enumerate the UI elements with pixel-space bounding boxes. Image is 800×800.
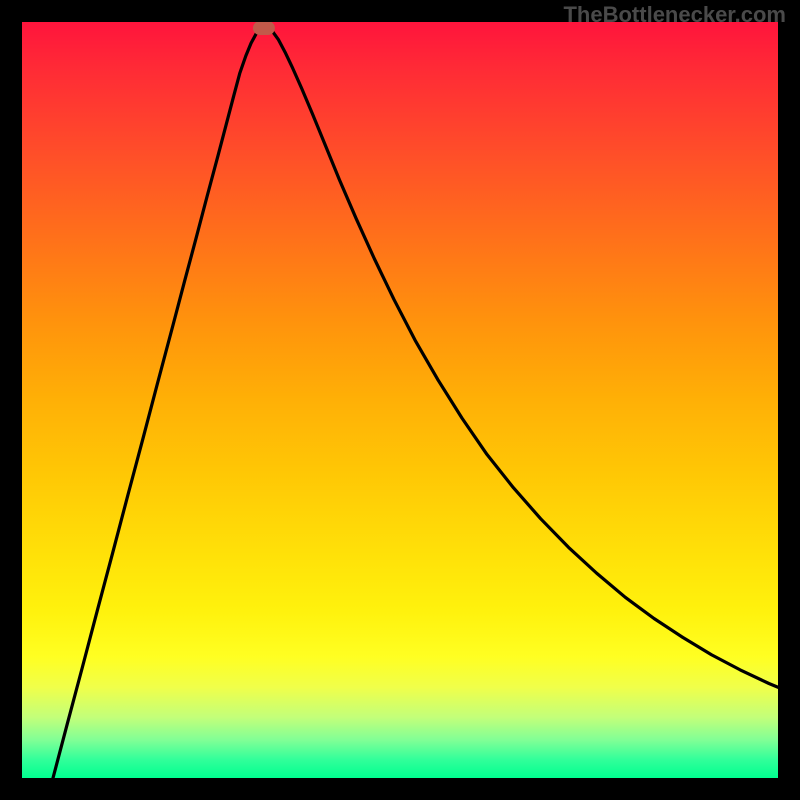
watermark-text: TheBottlenecker.com — [563, 2, 786, 28]
bottleneck-curve-svg — [22, 22, 778, 778]
bottleneck-curve-path — [53, 27, 778, 778]
plot-area — [22, 22, 778, 778]
optimal-point-marker — [253, 22, 275, 35]
